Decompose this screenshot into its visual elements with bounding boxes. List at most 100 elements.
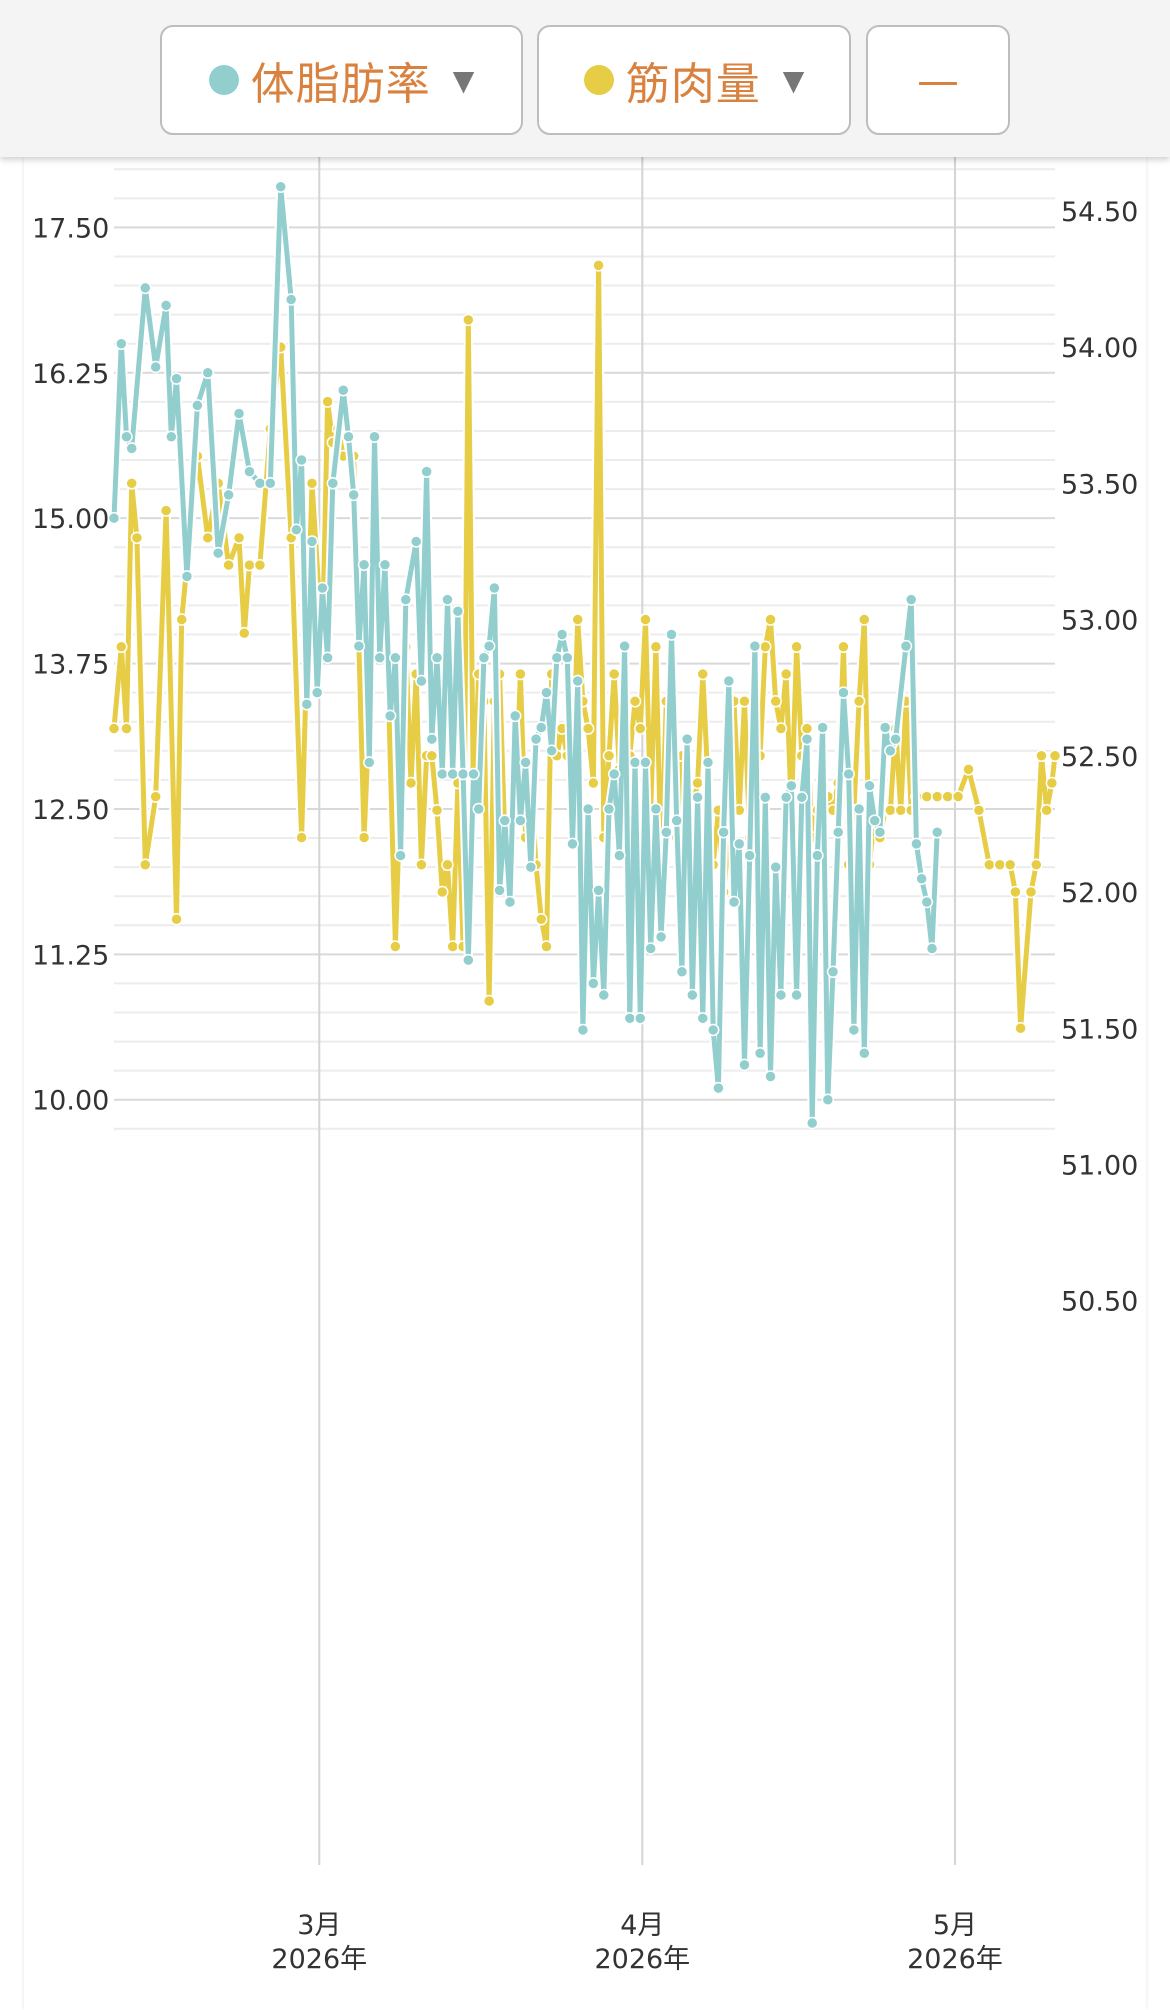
range-button-label: — xyxy=(917,55,959,105)
data-point xyxy=(1014,1022,1027,1035)
data-point xyxy=(660,825,673,839)
data-point xyxy=(529,732,543,746)
data-point xyxy=(873,825,887,839)
chart-panel: 17.50 16.25 15.00 13.75 12.50 11.25 10.00 54.50… xyxy=(24,157,1146,2010)
series1-selector-label: 体脂肪率 xyxy=(250,59,431,110)
data-point xyxy=(347,488,360,502)
data-point xyxy=(201,366,215,380)
data-point xyxy=(1024,885,1038,899)
data-point xyxy=(115,337,128,350)
data-point xyxy=(535,913,548,926)
data-point xyxy=(727,895,741,909)
data-point xyxy=(597,988,611,1002)
data-point xyxy=(613,849,626,862)
data-point xyxy=(785,779,798,792)
left-axis-tick-label: 17.50 xyxy=(32,213,109,244)
data-point xyxy=(644,942,657,955)
data-point xyxy=(779,667,793,681)
data-point xyxy=(404,776,418,790)
data-point xyxy=(180,570,194,583)
right-axis-tick-label: 54.50 xyxy=(1061,197,1138,228)
data-point xyxy=(675,965,689,979)
range-button[interactable]: — xyxy=(866,25,1010,135)
data-point xyxy=(983,858,996,872)
series1-selector[interactable]: 体脂肪率 ▼ xyxy=(160,25,523,135)
data-point xyxy=(769,860,782,874)
data-point xyxy=(920,790,934,803)
data-point xyxy=(759,791,772,804)
data-point xyxy=(962,763,975,776)
data-point xyxy=(368,430,381,444)
data-point xyxy=(738,695,751,708)
data-point xyxy=(592,259,605,272)
series2-selector[interactable]: 筋肉量 ▼ xyxy=(537,25,851,135)
data-point xyxy=(175,613,188,626)
series2-color-dot xyxy=(583,65,614,95)
data-point xyxy=(107,511,121,525)
data-point xyxy=(211,546,225,560)
data-point xyxy=(253,558,267,572)
data-point xyxy=(555,628,569,641)
data-point xyxy=(858,613,871,626)
data-point xyxy=(764,1070,777,1083)
data-point xyxy=(790,988,803,1002)
data-point xyxy=(165,430,178,444)
data-point xyxy=(357,558,371,571)
data-point xyxy=(691,791,704,804)
data-point xyxy=(607,767,621,781)
data-point xyxy=(430,651,444,665)
data-point xyxy=(764,613,777,626)
data-point xyxy=(321,395,334,408)
data-point xyxy=(482,994,496,1008)
data-point xyxy=(441,593,454,606)
data-point xyxy=(430,804,444,817)
data-point xyxy=(1009,885,1022,899)
data-point xyxy=(1048,749,1062,763)
data-point xyxy=(373,651,386,665)
data-point xyxy=(623,1012,637,1025)
data-point xyxy=(639,613,652,626)
data-point xyxy=(618,639,631,653)
data-point xyxy=(920,895,934,909)
data-point xyxy=(238,626,251,640)
data-point xyxy=(696,667,710,681)
data-point xyxy=(587,776,600,790)
data-point xyxy=(904,593,918,606)
data-point xyxy=(441,858,454,872)
data-point xyxy=(665,628,678,641)
right-axis-tick-label: 51.50 xyxy=(1061,1014,1138,1045)
right-axis-tick-label: 53.00 xyxy=(1061,606,1138,637)
data-point xyxy=(852,802,866,816)
data-point xyxy=(399,593,413,606)
x-axis-tick-label: 5月 xyxy=(933,1910,977,1941)
data-point xyxy=(550,651,564,665)
data-point xyxy=(972,804,986,817)
data-point xyxy=(910,837,923,851)
data-point xyxy=(305,477,319,490)
data-point xyxy=(837,640,850,654)
left-axis-tick-label: 16.25 xyxy=(32,359,109,390)
data-point xyxy=(363,756,376,769)
data-point xyxy=(732,837,746,851)
data-point xyxy=(800,732,814,746)
data-point xyxy=(649,802,663,816)
data-point xyxy=(1029,858,1043,872)
data-point xyxy=(425,732,439,746)
left-axis-tick-label: 15.00 xyxy=(32,504,109,535)
data-point xyxy=(436,767,449,781)
data-point xyxy=(159,504,173,517)
data-point xyxy=(389,940,402,953)
data-point xyxy=(639,756,652,769)
data-point xyxy=(811,849,824,862)
data-point xyxy=(842,767,855,781)
data-point xyxy=(462,313,475,327)
data-point xyxy=(858,1046,871,1060)
data-point xyxy=(743,849,756,862)
data-point xyxy=(863,779,876,792)
data-point xyxy=(456,767,470,781)
data-point xyxy=(899,639,913,653)
data-point xyxy=(191,399,204,412)
data-point xyxy=(149,360,162,374)
data-point xyxy=(759,640,772,654)
data-point xyxy=(120,430,133,444)
